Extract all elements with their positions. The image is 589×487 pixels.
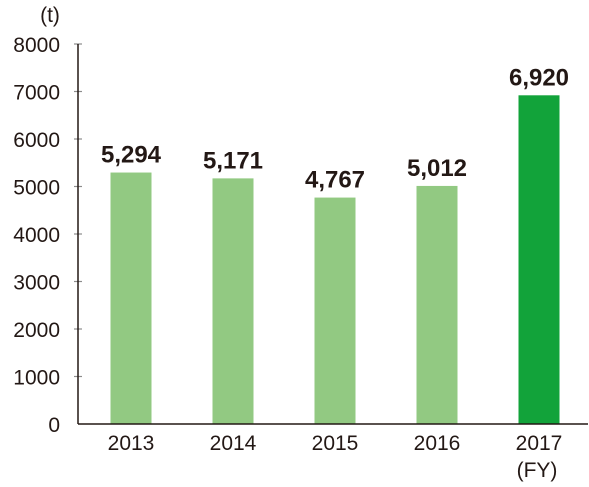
data-label: 4,767 (305, 167, 365, 194)
bar-2014 (212, 178, 254, 424)
x-tick-label: 2015 (312, 432, 359, 455)
data-labels: 5,294 5,171 4,767 5,012 6,920 (101, 64, 569, 193)
bar-2013 (110, 172, 152, 424)
y-tick-label: 7000 (13, 82, 60, 105)
y-tick-label: 5000 (13, 177, 60, 200)
x-tick-label: 2016 (414, 432, 461, 455)
bar-2016 (416, 185, 458, 424)
x-tick-label: 2013 (108, 432, 155, 455)
data-label: 5,171 (203, 147, 263, 174)
x-tick-label: 2014 (210, 432, 257, 455)
data-label: 6,920 (509, 64, 569, 91)
y-tick-label: 1000 (13, 367, 60, 390)
x-axis-unit-label: (FY) (517, 459, 558, 482)
bars (110, 95, 560, 425)
y-tick-label: 3000 (13, 272, 60, 295)
bar-2015 (314, 197, 356, 424)
x-tick-label: 2017 (516, 432, 563, 455)
y-axis-ticks: 0 1000 2000 3000 4000 5000 6000 7000 8000 (13, 34, 60, 437)
y-tick-label: 2000 (13, 319, 60, 342)
data-label: 5,294 (101, 142, 162, 169)
y-tick-label: 8000 (13, 34, 60, 57)
y-tick-label: 6000 (13, 129, 60, 152)
y-tick-label: 4000 (13, 224, 60, 247)
data-label: 5,012 (407, 155, 467, 182)
bar-2017 (518, 95, 560, 425)
x-axis-tick-labels: 2013 2014 2015 2016 2017 (108, 432, 563, 455)
y-axis-unit-label: (t) (40, 4, 60, 27)
y-tick-label: 0 (48, 414, 60, 437)
